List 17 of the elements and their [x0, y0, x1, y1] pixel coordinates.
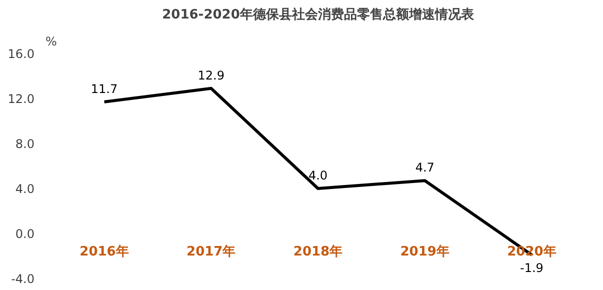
y-tick-label: 4.0 — [15, 182, 35, 196]
x-tick-label: 2019年 — [400, 244, 450, 260]
data-label: -1.9 — [520, 260, 544, 275]
y-tick-label: 12.0 — [8, 92, 34, 106]
x-tick-label: 2017年 — [186, 244, 236, 260]
y-tick-label: 8.0 — [15, 137, 35, 151]
data-label: 11.7 — [90, 82, 118, 96]
data-label: 4.0 — [308, 168, 328, 182]
x-tick-label: 2018年 — [293, 244, 343, 260]
y-tick-label: 0.0 — [15, 227, 35, 241]
y-tick-label: 16.0 — [8, 47, 34, 61]
chart-title: 2016-2020年德保县社会消费品零售总额增速情况表 — [162, 6, 475, 22]
y-axis-title: % — [46, 34, 57, 48]
y-tick-label: -4.0 — [11, 272, 35, 286]
data-label: 4.7 — [415, 160, 434, 175]
x-tick-label: 2016年 — [80, 244, 129, 260]
data-label: 12.9 — [198, 68, 224, 82]
